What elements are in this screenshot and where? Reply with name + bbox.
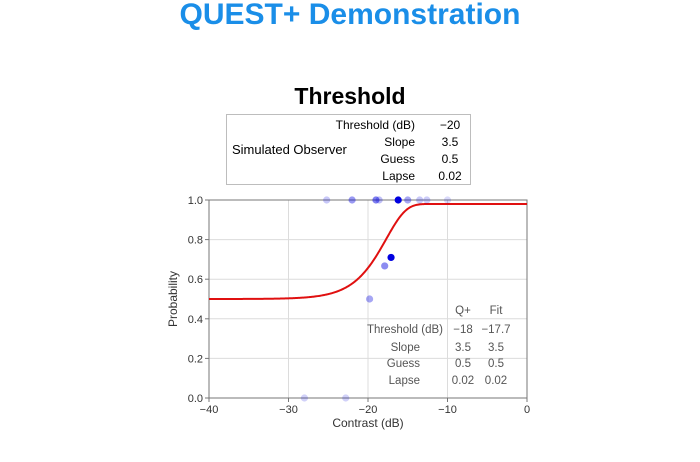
app-title-main: QUEST — [179, 0, 283, 31]
trial-point — [372, 196, 380, 204]
simulated-observer-panel: Simulated Observer Threshold (dB) −20 Sl… — [226, 114, 471, 185]
trial-point — [300, 394, 308, 402]
trial-point — [416, 196, 424, 204]
observer-param-value: 0.02 — [438, 169, 462, 183]
fit-q-value: 0.02 — [452, 375, 474, 387]
fit-curve-group — [209, 202, 527, 300]
fit-fit-value: 0.5 — [488, 358, 504, 370]
observer-param-value: 0.5 — [441, 152, 459, 166]
fit-fit-value: −17.7 — [481, 324, 510, 336]
trial-point — [443, 196, 452, 204]
x-tick-label: −40 — [200, 404, 219, 416]
fit-param-label: Threshold (dB) — [367, 324, 443, 336]
fit-table: Q+ Fit Threshold (dB) −18 −17.7 Slope 3.… — [367, 305, 511, 387]
fit-q-value: 3.5 — [455, 342, 471, 354]
observer-param-value: 3.5 — [441, 135, 459, 149]
trial-point — [323, 196, 331, 204]
y-tick-label: 1.0 — [188, 195, 203, 207]
trial-point — [404, 196, 412, 204]
trial-point — [381, 262, 389, 270]
trial-point — [342, 394, 350, 402]
x-tick-label: −30 — [279, 404, 298, 416]
fit-table-header-fit: Fit — [490, 305, 504, 317]
y-tick-label: 0.0 — [188, 393, 203, 405]
y-tick-label: 0.2 — [188, 353, 203, 365]
fit-param-label: Guess — [387, 358, 420, 370]
y-tick-label: 0.8 — [188, 235, 203, 247]
trial-point — [348, 196, 356, 204]
simulated-observer-label: Simulated Observer — [232, 142, 347, 157]
trial-point — [423, 196, 431, 204]
fit-param-label: Slope — [391, 342, 420, 354]
observer-param-label: Guess — [380, 152, 415, 166]
observer-param-label: Threshold (dB) — [335, 118, 415, 132]
y-axis-label: Probability — [166, 271, 180, 327]
fit-table-header-q: Q+ — [455, 305, 471, 317]
fit-curve — [209, 202, 527, 300]
x-tick-label: 0 — [524, 404, 530, 416]
fit-q-value: 0.5 — [455, 358, 471, 370]
fit-fit-value: 0.02 — [485, 375, 507, 387]
y-tick-label: 0.6 — [188, 274, 203, 286]
axis-ticks: −40 −30 −20 −10 0 0.0 0.2 0.4 0.6 0.8 1.0 — [188, 195, 530, 416]
trial-point — [394, 196, 402, 204]
chart-title: Threshold — [294, 83, 406, 109]
fit-q-value: −18 — [453, 324, 473, 336]
app-title-plus: + — [282, 0, 301, 31]
trial-point — [387, 253, 395, 262]
fit-param-label: Lapse — [389, 375, 420, 387]
app-title-rest: Demonstration — [300, 0, 521, 31]
fit-fit-value: 3.5 — [488, 342, 504, 354]
trial-point — [375, 196, 383, 204]
trial-point — [365, 295, 374, 303]
app-title: QUEST+ Demonstration — [0, 0, 700, 30]
x-axis-label: Contrast (dB) — [332, 416, 403, 430]
x-tick-label: −10 — [438, 404, 457, 416]
observer-param-value: −20 — [439, 118, 461, 132]
trial-points — [300, 196, 452, 402]
observer-param-label: Lapse — [382, 169, 415, 183]
observer-param-label: Slope — [384, 135, 415, 149]
x-tick-label: −20 — [359, 404, 378, 416]
y-tick-label: 0.4 — [188, 314, 203, 326]
